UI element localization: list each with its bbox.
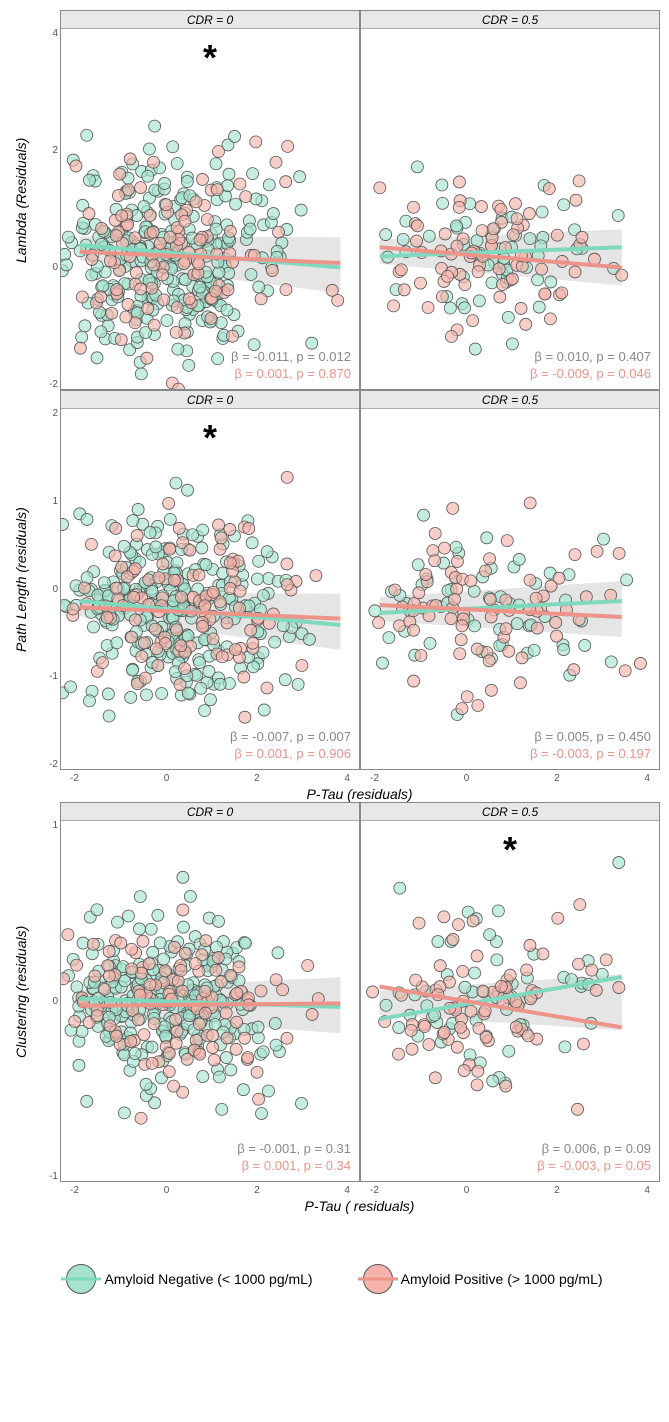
scatter-panel: CDR = 0.5 * β = 0.006, p = 0.09β = -0.003,… bbox=[360, 802, 660, 1182]
significance-star: * bbox=[503, 829, 517, 871]
legend-label-positive: Amyloid Positive (> 1000 pg/mL) bbox=[401, 1271, 603, 1287]
scatter-panel: CDR = 0 * β = -0.011, p = 0.012β = 0.001, … bbox=[60, 10, 360, 390]
y-axis-label: Clustering (residuals) bbox=[10, 802, 32, 1182]
x-ticks: -2024 bbox=[60, 773, 360, 784]
legend-label-negative: Amyloid Negative (< 1000 pg/mL) bbox=[104, 1271, 312, 1287]
scatter-panel: CDR = 0.5 β = 0.010, p = 0.407β = -0.009,… bbox=[360, 10, 660, 390]
panel-header: CDR = 0.5 bbox=[361, 11, 659, 29]
legend-positive: Amyloid Positive (> 1000 pg/mL) bbox=[363, 1264, 603, 1294]
panel-header: CDR = 0 bbox=[61, 803, 359, 821]
panel-header: CDR = 0 bbox=[61, 391, 359, 409]
panel-row: Clustering (residuals)10-1CDR = 0 β = -0.… bbox=[10, 802, 659, 1182]
y-axis-label: Path Length (residuals) bbox=[10, 390, 32, 770]
stats-text: β = -0.011, p = 0.012β = 0.001, p = 0.87… bbox=[231, 349, 351, 383]
stats-text: β = 0.005, p = 0.450β = -0.003, p = 0.19… bbox=[530, 729, 651, 763]
panel-header: CDR = 0 bbox=[61, 11, 359, 29]
x-axis-label: P-Tau (residuals) bbox=[60, 786, 659, 802]
panel-row: Path Length (residuals)210-1-2CDR = 0 * β … bbox=[10, 390, 659, 770]
stats-text: β = -0.001, p = 0.31β = 0.001, p = 0.34 bbox=[237, 1141, 351, 1175]
y-axis-label: Lambda (Residuals) bbox=[10, 10, 32, 390]
x-ticks: -2024 bbox=[60, 1185, 360, 1196]
scatter-panel: CDR = 0 * β = -0.007, p = 0.007β = 0.001, … bbox=[60, 390, 360, 770]
legend-swatch-negative bbox=[66, 1264, 96, 1294]
x-ticks: -2024 bbox=[360, 773, 660, 784]
figure-container: Lambda (Residuals)420-2CDR = 0*β = -0.01… bbox=[10, 10, 659, 1294]
panel-row: Lambda (Residuals)420-2CDR = 0 * β = -0.01… bbox=[10, 10, 659, 390]
significance-star: * bbox=[203, 417, 217, 459]
stats-text: β = 0.006, p = 0.09β = -0.003, p = 0.05 bbox=[537, 1141, 651, 1175]
x-axis-label: P-Tau ( residuals) bbox=[60, 1198, 659, 1214]
legend: Amyloid Negative (< 1000 pg/mL) Amyloid … bbox=[10, 1264, 659, 1294]
stats-text: β = -0.007, p = 0.007β = 0.001, p = 0.90… bbox=[230, 729, 351, 763]
y-ticks: 420-2 bbox=[34, 28, 58, 390]
panel-header: CDR = 0.5 bbox=[361, 391, 659, 409]
legend-negative: Amyloid Negative (< 1000 pg/mL) bbox=[66, 1264, 312, 1294]
y-ticks: 210-1-2 bbox=[34, 408, 58, 770]
y-ticks: 10-1 bbox=[34, 820, 58, 1182]
x-ticks: -2024 bbox=[360, 1185, 660, 1196]
significance-star: * bbox=[203, 37, 217, 79]
scatter-panel: CDR = 0.5 β = 0.005, p = 0.450β = -0.003,… bbox=[360, 390, 660, 770]
stats-text: β = 0.010, p = 0.407β = -0.009, p = 0.04… bbox=[530, 349, 651, 383]
scatter-panel: CDR = 0 β = -0.001, p = 0.31β = 0.001, p … bbox=[60, 802, 360, 1182]
legend-swatch-positive bbox=[363, 1264, 393, 1294]
panel-header: CDR = 0.5 bbox=[361, 803, 659, 821]
